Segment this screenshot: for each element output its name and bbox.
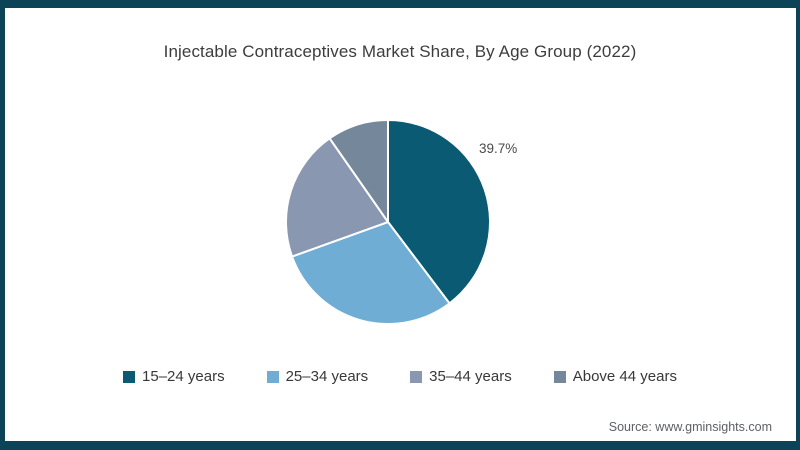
pie-chart [285,119,491,326]
chart-title: Injectable Contraceptives Market Share, … [163,42,637,61]
legend-item-15-24-years: 15–24 years [123,368,225,385]
legend-item-25-34-years: 25–34 years [266,368,369,385]
legend-label: 25–34 years [285,368,369,385]
pie-chart-area [282,116,494,328]
legend-label: Above 44 years [572,368,677,385]
legend-swatch-icon [266,370,279,383]
legend-label: 15–24 years [142,368,225,385]
legend-item-35-44-years: 35–44 years [410,368,512,385]
pie-slice-above-44-years [328,119,389,223]
pie-slice-35-44-years [285,137,389,258]
legend-label: 35–44 years [429,368,512,385]
pie-slice-value-label: 39.7% [479,141,518,156]
legend-swatch-icon [553,370,566,383]
source-attribution: Source: www.gminsights.com [608,420,772,434]
pie-slice-25-34-years [291,221,451,326]
legend-swatch-icon [410,370,423,383]
pie-slice-15-24-years [387,119,491,305]
legend-item-above-44-years: Above 44 years [553,368,677,385]
chart-legend: 15–24 years 25–34 years 35–44 years Above 4… [0,368,800,385]
legend-swatch-icon [123,370,136,383]
